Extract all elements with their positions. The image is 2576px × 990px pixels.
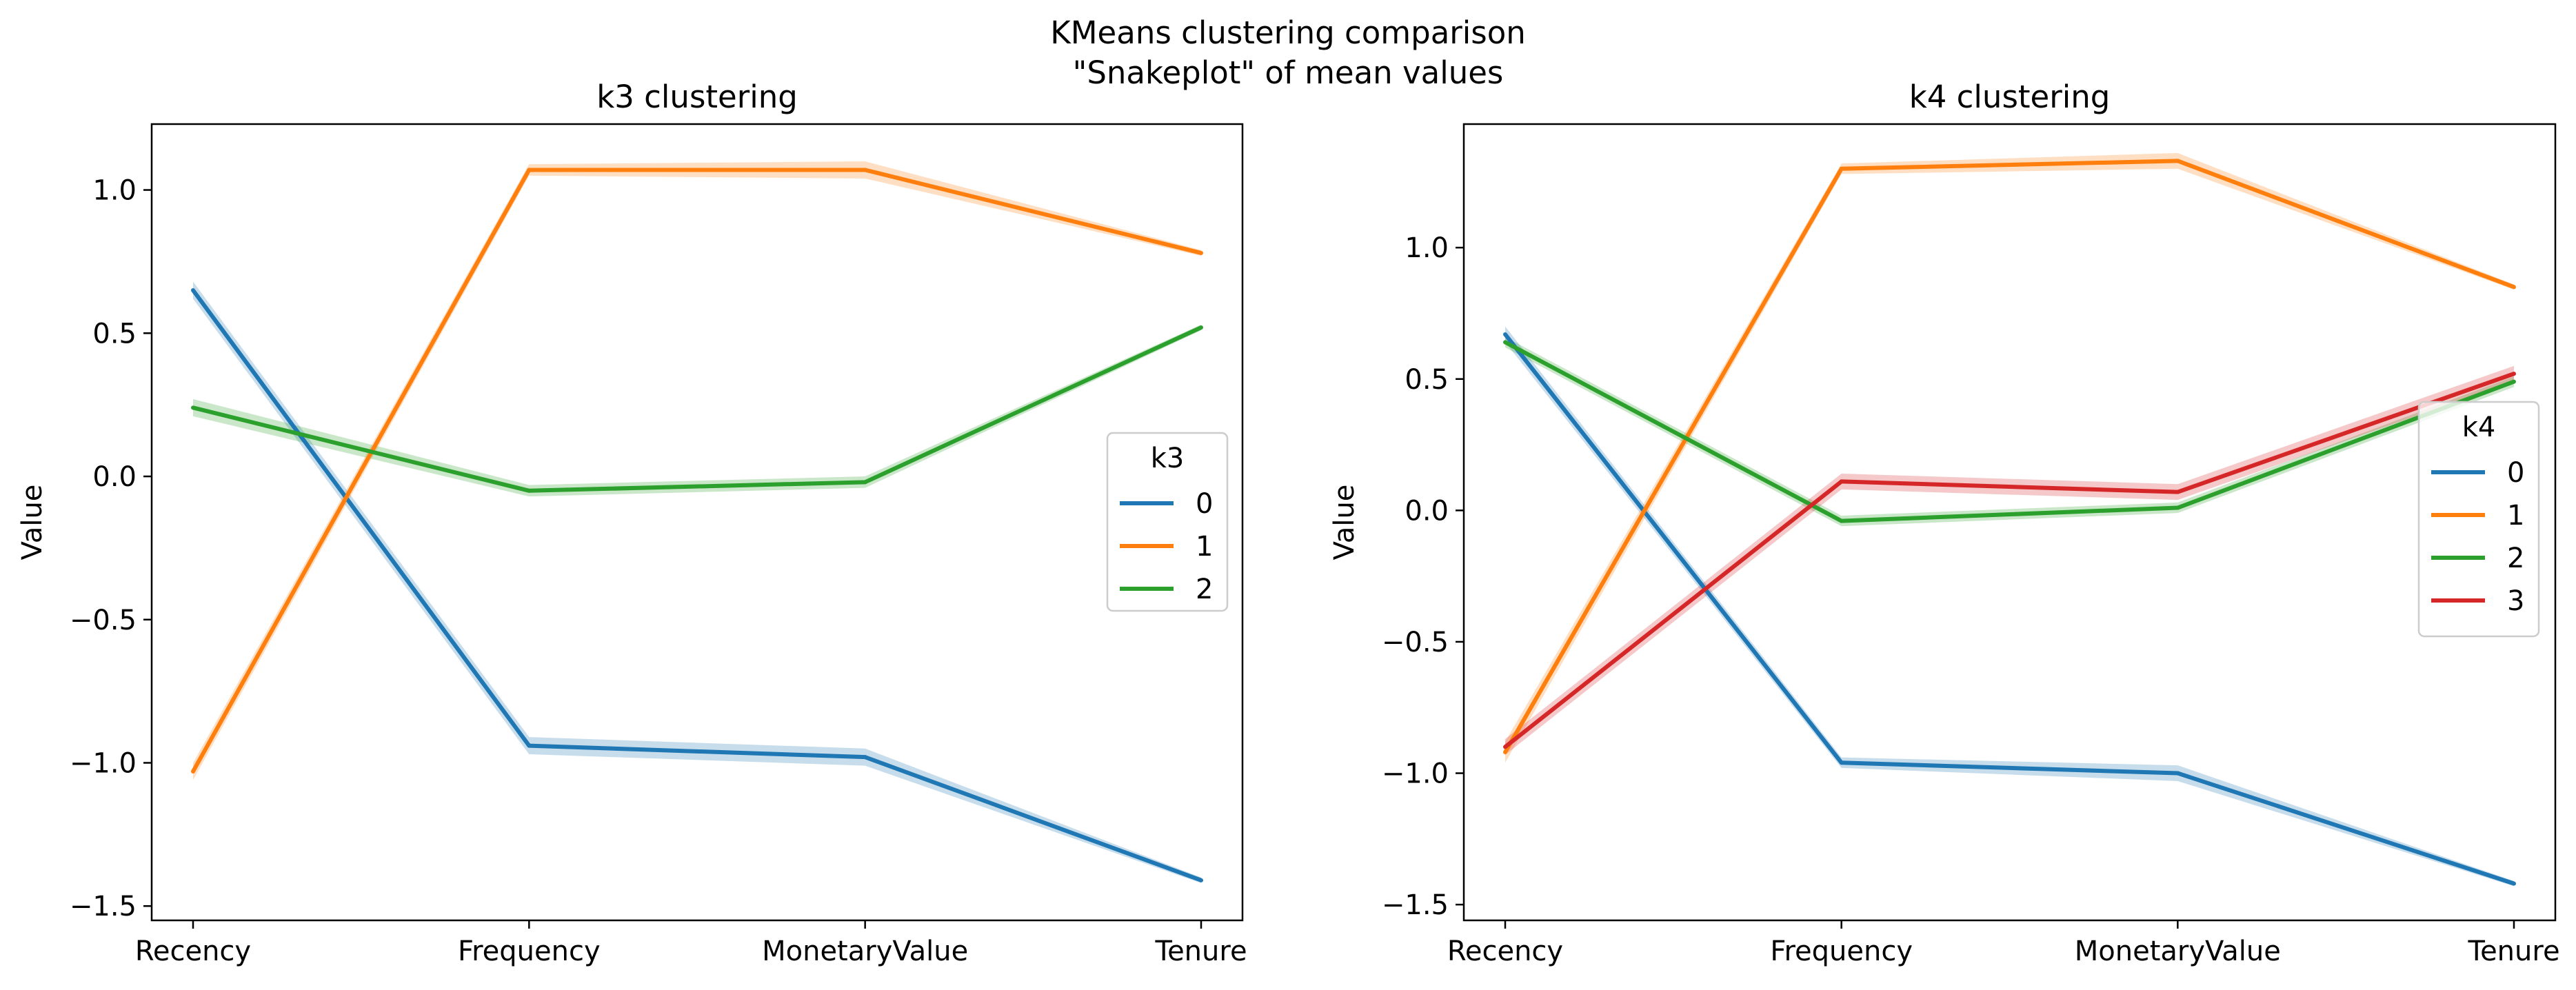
series-0-point xyxy=(1199,878,1203,882)
chart-title: k4 clustering xyxy=(1909,79,2111,115)
legend-title: k3 xyxy=(1151,443,1185,474)
series-2-point xyxy=(1503,340,1507,345)
k4-chart-panel: k4 clustering Value 1.0 0.5 0.0 −0.5 −1.0 −1.5 R… xyxy=(1329,79,2560,967)
series-0-point xyxy=(527,743,532,748)
series-2-point xyxy=(1199,325,1203,330)
chart-title: k3 clustering xyxy=(596,79,798,115)
series-1-ci-band xyxy=(193,161,1201,780)
series-1-point xyxy=(2175,159,2180,163)
series-2-point xyxy=(191,405,195,410)
series-3-point xyxy=(2512,372,2516,376)
x-tick-label: MonetaryValue xyxy=(762,936,968,967)
series-2-ci-band xyxy=(1505,336,2514,527)
legend-title: k4 xyxy=(2462,412,2496,443)
x-tick-label: MonetaryValue xyxy=(2075,936,2281,967)
series-2-point xyxy=(527,488,532,493)
figure-suptitle-line-1: KMeans clustering comparison xyxy=(1050,14,1526,51)
x-tick-label: Recency xyxy=(1447,936,1563,967)
x-tick-label: Frequency xyxy=(1770,936,1913,967)
legend-frame xyxy=(2417,401,2540,638)
series-1-line xyxy=(191,168,1202,773)
y-tick-label: −1.5 xyxy=(1382,889,1449,921)
legend-label-2: 2 xyxy=(2507,543,2524,574)
legend-frame xyxy=(1106,432,1229,612)
series-1-point xyxy=(1503,750,1507,755)
series-2-point xyxy=(2175,505,2180,510)
legend: k4 0 1 2 3 xyxy=(2417,401,2540,638)
y-tick-label: 1.0 xyxy=(92,175,137,207)
y-tick-label: 0.5 xyxy=(92,318,137,350)
legend-label-3: 3 xyxy=(2507,585,2524,617)
series-0-point xyxy=(2512,881,2516,886)
series-0-point xyxy=(863,755,867,760)
series-1-point xyxy=(527,168,532,172)
plot-area-frame xyxy=(1462,123,2557,922)
x-tick-label: Recency xyxy=(135,936,251,967)
x-tick-label: Tenure xyxy=(2467,936,2559,967)
y-tick-label: −0.5 xyxy=(1382,627,1449,658)
y-axis-label: Value xyxy=(17,485,48,560)
series-2-ci-band xyxy=(193,324,1201,497)
series-0-ci-band xyxy=(1505,326,2514,887)
series-1-line xyxy=(1503,159,2515,754)
series-2-line xyxy=(192,325,1203,493)
legend-label-1: 1 xyxy=(2507,500,2524,532)
series-3-point xyxy=(2175,489,2180,494)
series-2-point xyxy=(1839,518,1844,523)
y-tick-label: 0.5 xyxy=(1405,364,1449,396)
series-1-point xyxy=(191,769,195,774)
series-0-point xyxy=(2175,771,2180,776)
x-tick-label: Tenure xyxy=(1154,936,1247,967)
x-tick-label: Frequency xyxy=(458,936,601,967)
series-1-point xyxy=(1839,166,1844,171)
figure-suptitle-line-2: "Snakeplot" of mean values xyxy=(1073,54,1504,91)
legend: k3 0 1 2 xyxy=(1106,432,1229,612)
legend-label-0: 0 xyxy=(1196,488,1213,520)
legend-label-2: 2 xyxy=(1196,574,1213,605)
series-1-point xyxy=(1199,250,1203,255)
series-1-point xyxy=(2512,285,2516,290)
series-2-line xyxy=(1504,340,2515,523)
series-2-point xyxy=(863,480,867,485)
y-tick-label: −1.5 xyxy=(70,891,137,922)
series-0-line xyxy=(191,289,1203,882)
y-tick-label: −0.5 xyxy=(70,605,137,636)
y-tick-label: −1.0 xyxy=(70,747,137,779)
series-3-point xyxy=(1503,745,1507,749)
series-0-point xyxy=(1503,332,1507,336)
series-0-point xyxy=(191,287,195,292)
series-0-point xyxy=(1839,760,1844,765)
plot-area-frame xyxy=(150,123,1244,922)
y-tick-label: 0.0 xyxy=(92,461,137,493)
series-1-ci-band xyxy=(1505,152,2514,763)
legend-label-0: 0 xyxy=(2507,457,2524,489)
series-0-line xyxy=(1503,333,2515,886)
legend-label-1: 1 xyxy=(1196,531,1213,563)
y-axis-label: Value xyxy=(1329,485,1360,560)
series-3-point xyxy=(1839,479,1844,484)
k3-chart-panel: k3 clustering Value 1.0 0.5 0.0 −0.5 −1.0 −1.5 R… xyxy=(17,79,1247,967)
y-tick-label: −1.0 xyxy=(1382,758,1449,790)
series-3-line xyxy=(1504,372,2515,749)
series-2-point xyxy=(2512,379,2516,384)
y-tick-label: 0.0 xyxy=(1405,495,1449,527)
series-1-point xyxy=(863,168,867,172)
y-tick-label: 1.0 xyxy=(1405,232,1449,264)
series-0-ci-band xyxy=(193,281,1201,883)
